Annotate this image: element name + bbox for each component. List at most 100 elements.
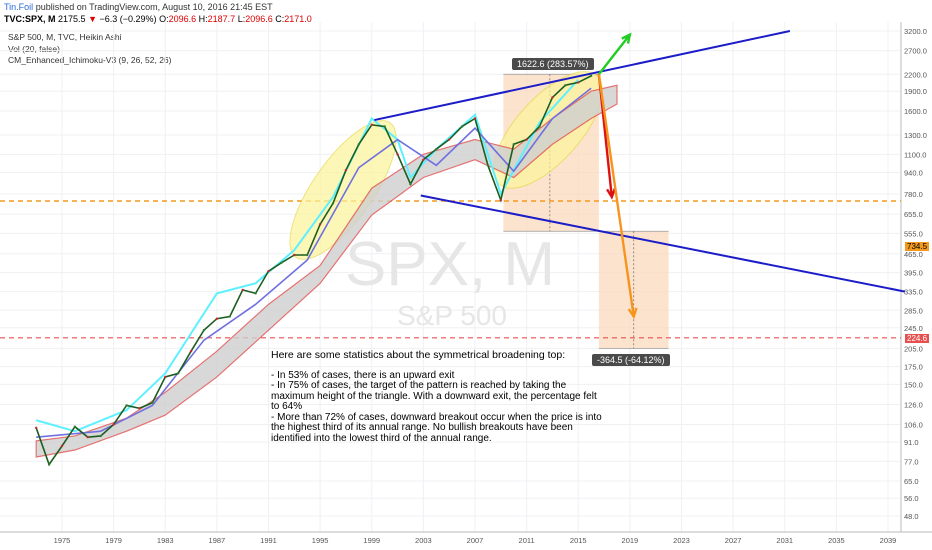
x-tick-label: 1995	[312, 536, 329, 545]
price-point	[280, 261, 283, 264]
y-tick-label: 3200.0	[904, 27, 927, 36]
price-point	[267, 269, 270, 273]
main-series-legend[interactable]: S&P 500, M, TVC, Heikin Ashi	[8, 32, 122, 42]
green-arrow-icon-head	[621, 32, 632, 44]
volume-study-legend[interactable]: Vol (20, false)	[8, 44, 60, 54]
red-level-price-tag: 224.6	[905, 334, 930, 343]
price-point	[60, 444, 64, 448]
ichimoku-cloud	[35, 84, 618, 458]
x-tick-label: 1999	[363, 536, 380, 545]
close-value: 2171.0	[284, 14, 312, 24]
price-point	[577, 81, 580, 84]
y-tick-label: 91.0	[904, 438, 919, 447]
price-point	[318, 223, 322, 226]
x-tick-label: 2027	[725, 536, 742, 545]
price-point	[538, 125, 541, 128]
x-tick-label: 1983	[157, 536, 174, 545]
x-tick-label: 2011	[519, 536, 535, 545]
price-point	[460, 125, 464, 128]
high-label: H:	[198, 14, 208, 24]
y-tick-label: 1100.0	[904, 150, 926, 159]
x-tick-label: 2003	[415, 536, 432, 545]
y-tick-label: 48.0	[904, 512, 919, 521]
price-series-line	[35, 75, 592, 467]
y-tick-label: 780.0	[904, 190, 923, 199]
open-label: O:	[159, 14, 169, 24]
upper-trendline	[374, 30, 791, 122]
y-tick-label: 245.0	[904, 324, 923, 333]
x-tick-label: 1987	[209, 536, 226, 545]
price-point	[383, 125, 386, 128]
price-point	[138, 407, 141, 410]
price-point	[176, 372, 180, 375]
red-arrow-icon-head	[606, 188, 616, 200]
x-tick-label: 1979	[105, 536, 122, 545]
quote-row: TVC:SPX, M 2175.5 ▼ −6.3 (−0.29%) O:2096…	[4, 14, 312, 24]
y-tick-label: 2700.0	[904, 47, 927, 56]
publish-header: Tin.Foil published on TradingView.com, A…	[4, 2, 273, 12]
lower-trendline	[420, 194, 906, 293]
symbol-label[interactable]: TVC:SPX, M	[4, 14, 56, 24]
stats-line-1: - In 53% of cases, there is an upward ex…	[271, 369, 455, 381]
low-value: 2096.6	[245, 14, 273, 24]
down-arrow-icon: ▼	[88, 14, 97, 24]
low-label: L:	[237, 14, 246, 24]
x-tick-label: 1975	[54, 536, 71, 545]
stats-title: Here are some statistics about the symme…	[271, 349, 566, 361]
orange-arrow-icon	[597, 74, 635, 317]
x-tick-label: 1991	[260, 536, 277, 545]
measure-down-label: -364.5 (-64.12%)	[592, 354, 670, 366]
y-tick-label: 1300.0	[904, 131, 927, 140]
price-point	[370, 123, 373, 127]
last-price: 2175.5	[58, 14, 86, 24]
price-point	[47, 463, 51, 466]
price-point	[215, 317, 219, 320]
y-tick-label: 335.0	[904, 288, 923, 297]
price-point	[112, 423, 115, 426]
price-point	[189, 349, 193, 353]
x-tick-label: 2007	[467, 536, 484, 545]
price-change: −6.3 (−0.29%)	[99, 14, 157, 24]
x-tick-label: 2023	[673, 536, 690, 545]
price-point	[512, 143, 515, 146]
price-point	[473, 117, 477, 120]
y-tick-label: 77.0	[904, 457, 919, 466]
y-tick-label: 56.0	[904, 494, 919, 503]
price-point	[293, 253, 296, 257]
price-point	[525, 138, 528, 141]
y-tick-label: 940.0	[904, 168, 923, 177]
price-point	[164, 375, 167, 379]
y-tick-label: 1600.0	[904, 107, 927, 116]
x-tick-label: 2019	[622, 536, 639, 545]
y-tick-label: 555.0	[904, 229, 923, 238]
price-point	[331, 202, 335, 205]
y-tick-label: 655.0	[904, 210, 923, 219]
measure-up-label: 1622.6 (283.57%)	[512, 58, 594, 70]
y-tick-label: 1900.0	[904, 87, 927, 96]
price-point	[254, 292, 257, 295]
stats-line-2: - In 75% of cases, the target of the pat…	[271, 380, 597, 412]
price-point	[34, 426, 38, 430]
y-tick-label: 285.0	[904, 306, 923, 315]
price-point	[409, 182, 412, 186]
x-tick-label: 2039	[880, 536, 897, 545]
x-tick-label: 2035	[828, 536, 845, 545]
price-point	[422, 158, 425, 161]
price-point	[551, 96, 554, 99]
price-point	[306, 253, 309, 257]
green-arrow-icon	[597, 33, 631, 76]
price-point	[202, 328, 206, 332]
author-link[interactable]: Tin.Foil	[4, 2, 34, 12]
price-point	[73, 425, 77, 428]
watermark-name: S&P 500	[397, 300, 507, 331]
statistics-annotation: Here are some statistics about the symme…	[271, 350, 606, 444]
price-point	[344, 168, 348, 172]
y-tick-label: 465.0	[904, 250, 923, 259]
price-point	[486, 164, 490, 167]
y-tick-label: 175.0	[904, 363, 923, 372]
open-value: 2096.6	[168, 14, 197, 24]
ichimoku-study-legend[interactable]: CM_Enhanced_Ichimoku-V3 (9, 26, 52, 26)	[8, 55, 172, 65]
x-tick-label: 2015	[570, 536, 587, 545]
high-value: 2187.7	[207, 14, 236, 24]
